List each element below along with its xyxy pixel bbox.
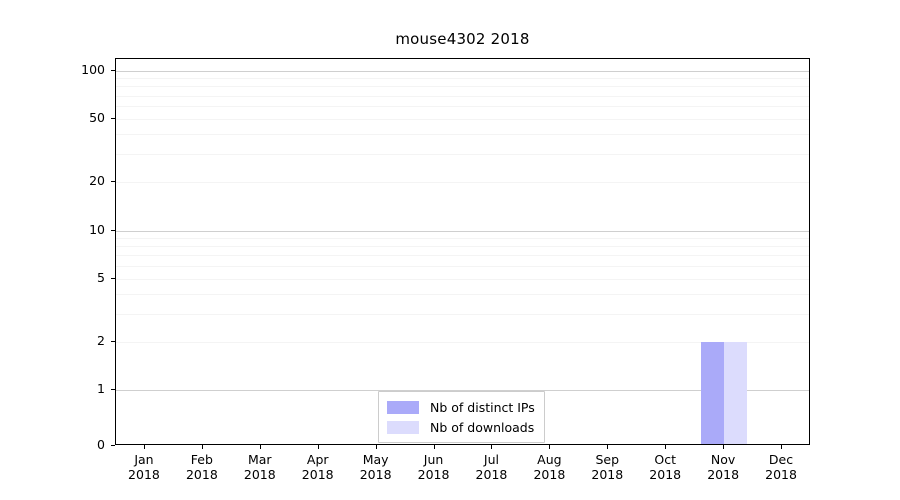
x-tick-label-year: 2018 — [707, 467, 740, 482]
gridline-minor — [116, 106, 809, 107]
y-tick-mark — [111, 341, 115, 343]
gridline-minor — [116, 266, 809, 267]
x-tick-label-month: Mar — [247, 452, 272, 467]
bar-nb-of-downloads[interactable] — [724, 341, 748, 444]
x-tick-label-month: Oct — [654, 452, 677, 467]
x-tick-label: Dec 2018 — [741, 452, 821, 482]
x-tick-label: Nov 2018 — [683, 452, 763, 482]
gridline-minor — [116, 238, 809, 239]
chart-legend[interactable]: Nb of distinct IPs Nb of downloads — [378, 391, 545, 443]
y-tick-label: 2 — [97, 332, 105, 348]
x-tick-mark — [202, 445, 204, 449]
y-tick-label: 1 — [97, 381, 105, 396]
gridline-minor — [116, 342, 809, 343]
x-tick-label-month: Jun — [423, 452, 444, 467]
x-tick-label-month: Jul — [483, 452, 499, 467]
gridline-minor — [116, 86, 809, 87]
x-tick-label: May 2018 — [336, 452, 416, 482]
y-tick-mark — [111, 70, 115, 72]
gridline-minor — [116, 154, 809, 155]
x-tick-label-year: 2018 — [128, 467, 160, 482]
x-tick-label-year: 2018 — [649, 467, 682, 482]
y-tick-label: 20 — [89, 173, 105, 189]
legend-item-downloads[interactable]: Nb of downloads — [387, 417, 535, 437]
gridline-minor — [116, 314, 809, 315]
x-tick-mark — [144, 445, 146, 449]
x-tick-mark — [607, 445, 609, 449]
plot-area — [115, 58, 810, 445]
x-tick-label: Feb 2018 — [162, 452, 242, 482]
gridline-major — [116, 231, 809, 232]
gridline-minor — [116, 246, 809, 247]
y-tick-mark — [111, 389, 115, 391]
x-tick-label: Jan 2018 — [104, 452, 184, 482]
x-tick-label-year: 2018 — [301, 467, 334, 482]
x-tick-label: Jun 2018 — [394, 452, 474, 482]
gridline-minor — [116, 96, 809, 97]
y-tick-label: 5 — [97, 269, 105, 285]
legend-swatch-distinct-ips — [387, 400, 419, 414]
bar-nb-of-distinct-ips[interactable] — [701, 341, 725, 444]
x-tick-label-year: 2018 — [533, 467, 566, 482]
x-tick-label-month: Apr — [306, 452, 329, 467]
gridline-minor — [116, 119, 809, 120]
y-tick-label: 10 — [89, 221, 105, 237]
x-tick-label: Jul 2018 — [451, 452, 531, 482]
x-tick-label: Oct 2018 — [625, 452, 705, 482]
x-tick-mark — [781, 445, 783, 449]
legend-label-distinct-ips: Nb of distinct IPs — [430, 399, 535, 415]
y-tick-label: 50 — [89, 110, 105, 125]
x-tick-mark — [723, 445, 725, 449]
y-tick-mark — [111, 278, 115, 280]
gridlines — [116, 59, 809, 444]
legend-swatch-downloads — [387, 420, 419, 434]
y-tick-label: 0 — [97, 437, 105, 452]
x-tick-label-month: Sep — [595, 452, 620, 467]
y-tick-mark — [111, 118, 115, 120]
gridline-major — [116, 71, 809, 72]
gridline-minor — [116, 279, 809, 280]
x-tick-label-month: Jan — [134, 452, 154, 467]
x-tick-mark — [434, 445, 436, 449]
x-tick-label-year: 2018 — [359, 467, 392, 482]
gridline-minor — [116, 294, 809, 295]
x-tick-label-year: 2018 — [475, 467, 508, 482]
x-tick-mark — [260, 445, 262, 449]
x-tick-label-year: 2018 — [243, 467, 276, 482]
x-tick-label-month: Aug — [537, 452, 562, 467]
x-tick-label-year: 2018 — [591, 467, 624, 482]
gridline-minor — [116, 78, 809, 79]
x-tick-label: Mar 2018 — [220, 452, 300, 482]
x-tick-mark — [376, 445, 378, 449]
legend-item-distinct-ips[interactable]: Nb of distinct IPs — [387, 397, 535, 417]
x-tick-mark — [318, 445, 320, 449]
x-tick-label-month: Feb — [190, 452, 213, 467]
x-tick-label: Sep 2018 — [567, 452, 647, 482]
x-tick-label-year: 2018 — [185, 467, 218, 482]
x-tick-label-month: Dec — [768, 452, 794, 467]
y-tick-mark — [111, 181, 115, 183]
legend-label-downloads: Nb of downloads — [430, 419, 535, 435]
gridline-minor — [116, 255, 809, 256]
bar-series-layer — [116, 59, 809, 444]
y-tick-mark — [111, 445, 115, 447]
gridline-major — [116, 390, 809, 391]
x-tick-mark — [491, 445, 493, 449]
x-tick-label: Apr 2018 — [278, 452, 358, 482]
x-tick-mark — [549, 445, 551, 449]
x-tick-mark — [665, 445, 667, 449]
chart-title: mouse4302 2018 — [395, 30, 530, 48]
gridline-minor — [116, 182, 809, 183]
y-tick-label: 100 — [81, 62, 105, 77]
x-tick-label-year: 2018 — [765, 467, 797, 482]
y-tick-mark — [111, 230, 115, 232]
x-tick-label: Aug 2018 — [509, 452, 589, 482]
gridline-minor — [116, 134, 809, 135]
x-tick-label-month: May — [362, 452, 389, 467]
x-tick-label-year: 2018 — [417, 467, 450, 482]
x-tick-label-month: Nov — [710, 452, 736, 467]
